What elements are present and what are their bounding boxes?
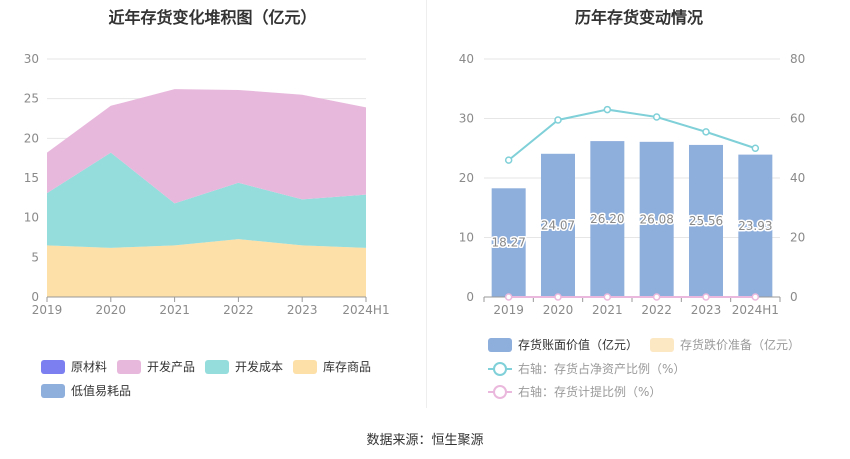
legend-item[interactable]: 右轴：存货计提比例（%） — [488, 383, 661, 400]
x-tick-label: 2019 — [493, 303, 524, 317]
line-point — [751, 144, 760, 152]
legend-item[interactable]: 存货账面价值（亿元） — [488, 336, 638, 353]
bar-value-label: 26.20 — [590, 212, 624, 226]
bar — [689, 144, 723, 297]
y2-tick-label: 60 — [790, 112, 805, 126]
legend-swatch — [650, 337, 674, 352]
y-tick-label: 5 — [31, 250, 39, 264]
legend-label: 右轴：存货占净资产比例（%） — [518, 362, 686, 376]
legend-swatch — [41, 383, 65, 398]
legend-label: 开发成本 — [235, 360, 284, 374]
y-tick-label: 15 — [24, 171, 39, 185]
legend-swatch — [293, 359, 317, 374]
y2-tick-label: 0 — [790, 290, 798, 304]
y-tick-label: 20 — [24, 131, 39, 145]
y-tick-label: 10 — [24, 211, 39, 225]
line-point — [751, 293, 760, 301]
bar-value-label: 24.07 — [541, 218, 575, 232]
y-tick-label: 30 — [459, 112, 474, 126]
x-tick-label: 2020 — [543, 303, 574, 317]
left-chart-legend: 原材料 开发产品 开发成本 库存商品低值易耗品 — [0, 0, 425, 420]
left-chart-title: 近年存货变化堆积图（亿元） — [108, 8, 317, 27]
legend-label: 库存商品 — [323, 360, 372, 374]
right-chart-title: 历年存货变动情况 — [574, 8, 703, 27]
legend-label: 存货跌价准备（亿元） — [680, 338, 801, 352]
line-point — [652, 113, 661, 121]
line-point — [603, 293, 612, 301]
inventory-bar-chart-panel: 历年存货变动情况 0 10 20 30 40 0 20 40 60 80 18.27 24.07 26.… — [428, 0, 850, 420]
y-tick-label: 0 — [31, 290, 39, 304]
inventory-bar-line-chart: 0 10 20 30 40 0 20 40 60 80 18.27 24.07 26.20 26.08 25… — [459, 52, 806, 317]
line-point — [702, 128, 710, 136]
legend-label: 低值易耗品 — [71, 384, 132, 398]
bar — [491, 188, 526, 297]
bar-value-label: 23.93 — [738, 219, 772, 233]
x-tick-label: 2022 — [641, 303, 672, 317]
bar — [590, 141, 625, 297]
y2-tick-label: 80 — [790, 52, 805, 66]
line-point — [652, 293, 661, 301]
legend-swatch — [117, 359, 141, 374]
x-tick-label: 2023 — [287, 303, 318, 317]
bar-value-label: 26.08 — [639, 212, 673, 226]
y-tick-label: 30 — [24, 52, 39, 66]
legend-swatch — [205, 359, 229, 374]
legend-item[interactable]: 低值易耗品 — [41, 382, 131, 399]
legend-item[interactable]: 原材料 — [41, 358, 107, 375]
y-tick-label: 10 — [459, 231, 474, 245]
stacked-area-chart-panel: 近年存货变化堆积图（亿元） 0 5 10 15 20 25 30 2019 2020 2021 20… — [0, 0, 425, 420]
legend-item[interactable]: 右轴：存货占净资产比例（%） — [488, 360, 685, 377]
x-tick-label: 2024H1 — [732, 303, 779, 317]
line-point — [554, 116, 562, 124]
bar — [541, 153, 575, 297]
legend-swatch — [488, 384, 512, 399]
y-tick-label: 40 — [459, 52, 474, 66]
data-source-note: 数据来源：恒生聚源 — [366, 433, 484, 448]
y2-tick-label: 20 — [790, 231, 805, 245]
legend-swatch — [488, 361, 512, 376]
y-tick-label: 25 — [24, 92, 39, 106]
legend-label: 原材料 — [71, 360, 108, 374]
y2-tick-label: 40 — [790, 171, 805, 185]
area-开发成本 — [47, 152, 366, 248]
x-tick-label: 2021 — [592, 303, 623, 317]
x-tick-label: 2019 — [32, 303, 63, 317]
legend-swatch — [41, 359, 65, 374]
stacked-area-chart: 0 5 10 15 20 25 30 2019 2020 2021 2022 2023 2024H1 — [24, 52, 390, 317]
legend-item[interactable]: 开发成本 — [205, 358, 283, 375]
legend-label: 右轴：存货计提比例（%） — [518, 385, 662, 399]
panel-divider — [426, 0, 427, 408]
y-tick-label: 20 — [459, 171, 474, 185]
legend-item[interactable]: 存货跌价准备（亿元） — [650, 336, 800, 353]
line-point — [554, 293, 562, 301]
x-tick-label: 2024H1 — [342, 303, 389, 317]
y-tick-label: 0 — [466, 290, 474, 304]
bar — [738, 154, 773, 297]
legend-label: 开发产品 — [147, 360, 196, 374]
legend-label: 存货账面价值（亿元） — [518, 338, 639, 352]
line-series — [508, 108, 756, 161]
line-point — [504, 156, 513, 164]
legend-swatch — [488, 337, 512, 352]
area-库存商品 — [47, 239, 366, 297]
area-开发产品 — [47, 89, 366, 204]
x-tick-label: 2020 — [96, 303, 127, 317]
x-tick-label: 2022 — [223, 303, 254, 317]
x-tick-label: 2021 — [159, 303, 190, 317]
x-tick-label: 2023 — [691, 303, 722, 317]
legend-item[interactable]: 库存商品 — [293, 358, 371, 375]
line-point — [504, 293, 513, 301]
bar-value-label: 18.27 — [491, 236, 525, 250]
bar-value-label: 25.56 — [689, 214, 723, 228]
line-point — [603, 105, 612, 114]
bar — [639, 141, 674, 297]
right-chart-legend: 存货账面价值（亿元） 存货跌价准备（亿元） 右轴：存货占净资产比例（%） 右轴：存货计… — [428, 0, 850, 420]
legend-item[interactable]: 开发产品 — [117, 358, 195, 375]
line-point — [702, 293, 710, 301]
